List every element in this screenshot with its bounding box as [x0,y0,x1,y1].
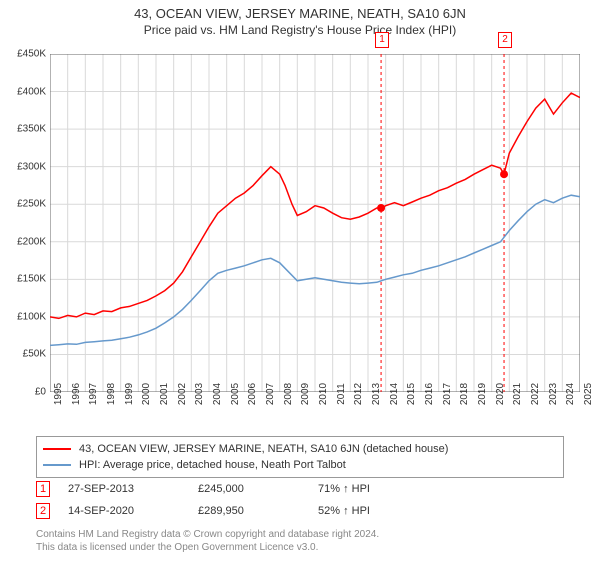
marker-label: 1 [375,32,389,48]
x-axis-label: 2016 [424,383,435,405]
x-axis-label: 2007 [265,383,276,405]
x-axis-label: 1996 [71,383,82,405]
x-axis-label: 2000 [141,383,152,405]
y-axis-label: £100K [17,311,46,322]
x-axis-label: 2004 [212,383,223,405]
chart-container: 43, OCEAN VIEW, JERSEY MARINE, NEATH, SA… [0,6,600,566]
y-axis-label: £150K [17,274,46,285]
transaction-date: 14-SEP-2020 [68,505,198,517]
y-axis-label: £250K [17,199,46,210]
x-axis-label: 2020 [495,383,506,405]
legend-text: HPI: Average price, detached house, Neat… [79,459,346,471]
transaction-pct: 71% ↑ HPI [318,483,398,495]
transaction-price: £245,000 [198,483,318,495]
x-axis-label: 2017 [442,383,453,405]
line-chart [50,54,580,392]
footnote-line: This data is licensed under the Open Gov… [36,541,379,554]
footnote: Contains HM Land Registry data © Crown c… [36,528,379,554]
transaction-pct: 52% ↑ HPI [318,505,398,517]
chart-title: 43, OCEAN VIEW, JERSEY MARINE, NEATH, SA… [0,6,600,21]
x-axis-label: 1995 [53,383,64,405]
x-axis-label: 2003 [194,383,205,405]
x-axis-label: 2005 [230,383,241,405]
x-axis-label: 2025 [583,383,594,405]
x-axis-label: 2021 [512,383,523,405]
x-axis-label: 2019 [477,383,488,405]
x-axis-label: 2001 [159,383,170,405]
y-axis-label: £50K [23,349,46,360]
y-axis-label: £400K [17,86,46,97]
transaction-marker: 1 [36,481,50,497]
x-axis-label: 2012 [353,383,364,405]
y-axis-label: £0 [35,387,46,398]
table-row: 2 14-SEP-2020£289,95052% ↑ HPI [36,500,398,522]
chart-area: £0£50K£100K£150K£200K£250K£300K£350K£400… [50,54,580,392]
x-axis-label: 2006 [247,383,258,405]
y-axis-label: £300K [17,161,46,172]
legend-row: HPI: Average price, detached house, Neat… [43,457,557,473]
x-axis-label: 2024 [565,383,576,405]
x-axis-label: 2010 [318,383,329,405]
transaction-marker: 2 [36,503,50,519]
x-axis-label: 2002 [177,383,188,405]
x-axis-label: 1998 [106,383,117,405]
x-axis-label: 2014 [389,383,400,405]
transaction-date: 27-SEP-2013 [68,483,198,495]
x-axis-label: 2011 [336,383,347,405]
footnote-line: Contains HM Land Registry data © Crown c… [36,528,379,541]
x-axis-label: 1999 [124,383,135,405]
y-axis-label: £450K [17,49,46,60]
x-axis-label: 2013 [371,383,382,405]
y-axis-label: £200K [17,236,46,247]
transaction-price: £289,950 [198,505,318,517]
x-axis-label: 2008 [283,383,294,405]
x-axis-label: 2015 [406,383,417,405]
legend-swatch [43,464,71,466]
x-axis-label: 2018 [459,383,470,405]
x-axis-label: 2022 [530,383,541,405]
x-axis-label: 1997 [88,383,99,405]
y-axis-label: £350K [17,124,46,135]
transaction-table: 1 27-SEP-2013£245,00071% ↑ HPI 2 14-SEP-202… [36,478,398,522]
x-axis-label: 2009 [300,383,311,405]
x-axis-label: 2023 [548,383,559,405]
marker-label: 2 [498,32,512,48]
table-row: 1 27-SEP-2013£245,00071% ↑ HPI [36,478,398,500]
legend: 43, OCEAN VIEW, JERSEY MARINE, NEATH, SA… [36,436,564,478]
legend-row: 43, OCEAN VIEW, JERSEY MARINE, NEATH, SA… [43,441,557,457]
legend-swatch [43,448,71,450]
legend-text: 43, OCEAN VIEW, JERSEY MARINE, NEATH, SA… [79,443,448,455]
